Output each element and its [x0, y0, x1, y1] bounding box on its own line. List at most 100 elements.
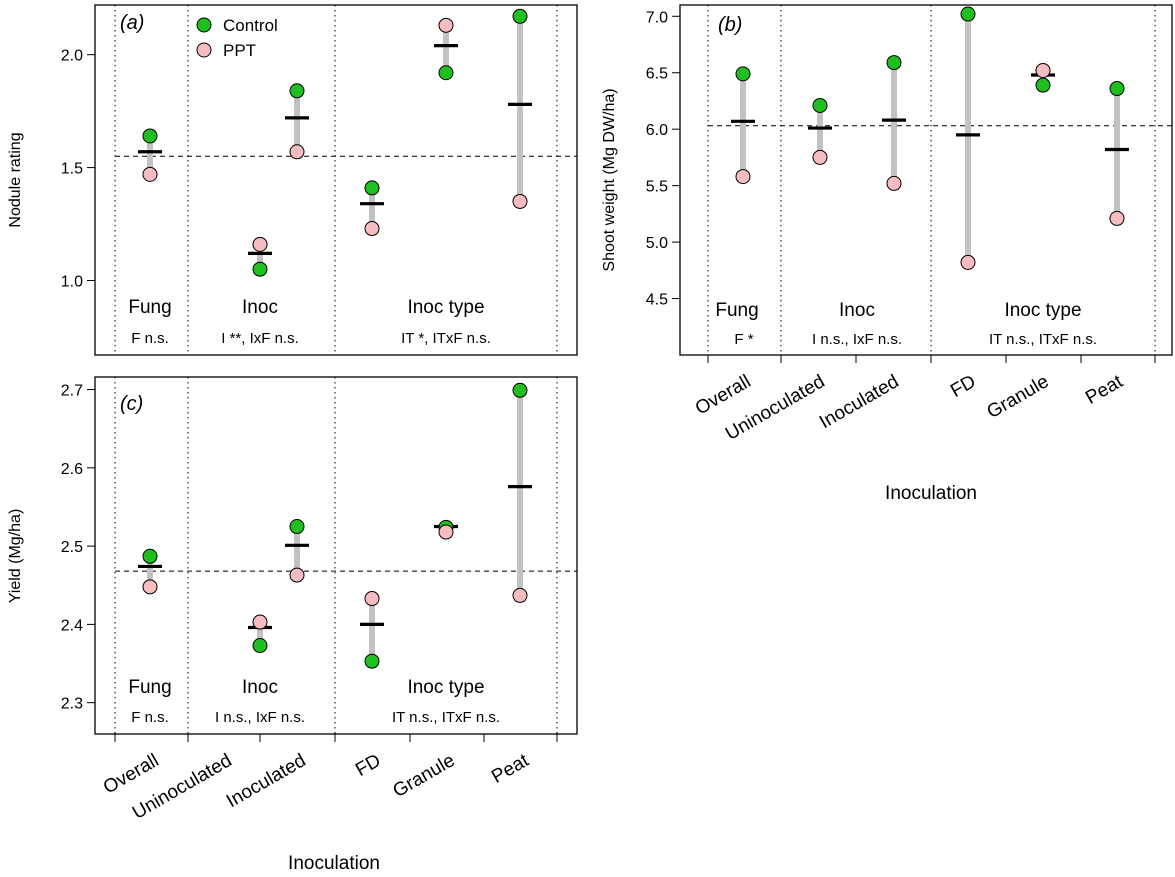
panel-b-group-inoc: Inoc	[839, 300, 875, 321]
panel-b-ylabel: Shoot weight (Mg DW/ha)	[601, 88, 618, 271]
panel-b-group-inoctype-stats: IT n.s., ITxF n.s.	[989, 331, 1097, 348]
panel-c-xtick-label-inoculated: Inoculated	[223, 750, 309, 812]
panel-c-marks	[138, 382, 532, 669]
panel-c-ppt-point-fd	[364, 591, 380, 607]
panel-c-control-point-peat	[512, 382, 528, 398]
panel-b-ytick-label-6.0: 6.0	[646, 122, 668, 139]
panel-b-xtick-label-granule: Granule	[983, 371, 1052, 423]
panel-a-frame	[94, 4, 578, 356]
panel-c-xtick-label-peat: Peat	[488, 750, 533, 788]
panel-a-nodule-rating: 1.0 1.5 2.0 Nodule rating (a) Fung F n.s. …	[7, 4, 578, 356]
panel-c-ppt-point-uninoculated	[252, 614, 268, 630]
panel-a-ytick-label-1.0: 1.0	[61, 273, 83, 290]
panel-c-control-point-inoculated	[289, 519, 305, 535]
legend-ppt-marker	[196, 42, 212, 58]
panel-a-ppt-point-uninoculated	[252, 236, 268, 252]
panel-c-ppt-point-granule	[438, 524, 454, 540]
panel-c-ytick-label-2.7: 2.7	[61, 383, 83, 400]
legend: Control PPT	[196, 16, 278, 60]
legend-control-label: Control	[223, 16, 278, 35]
panel-a-control-point-uninoculated	[252, 261, 268, 277]
panel-b-control-point-fd	[960, 6, 976, 22]
panel-c-y-axis: 2.3 2.4 2.5 2.6 2.7	[61, 383, 95, 713]
panel-c-ppt-point-overall	[142, 579, 158, 595]
panel-b-ppt-point-peat	[1109, 210, 1125, 226]
panel-b-control-point-peat	[1109, 81, 1125, 97]
panel-a-y-axis: 1.0 1.5 2.0	[61, 48, 95, 290]
panel-a-group-labels: Fung F n.s. Inoc I **, IxF n.s. Inoc typ…	[128, 297, 491, 347]
panel-a-group-inoctype: Inoc type	[407, 297, 484, 318]
panel-c-group-inoc-stats: I n.s., IxF n.s.	[215, 709, 305, 726]
panel-c-ppt-point-peat	[512, 587, 528, 603]
panel-b-group-labels: Fung F * Inoc I n.s., IxF n.s. Inoc type…	[715, 300, 1097, 348]
panel-c-yield: 2.3 2.4 2.5 2.6 2.7 Yield (Mg/ha) (c) Fung F…	[7, 376, 578, 874]
panel-a-group-inoc: Inoc	[242, 297, 278, 318]
panel-b-group-inoc-stats: I n.s., IxF n.s.	[812, 331, 902, 348]
panel-a-separators	[114, 5, 558, 355]
panel-b-ppt-point-granule	[1035, 62, 1051, 78]
panel-a-group-inoc-stats: I **, IxF n.s.	[221, 330, 299, 347]
panel-b-label: (b)	[718, 14, 742, 36]
panel-a-control-point-peat	[512, 8, 528, 24]
panel-b-group-inoctype: Inoc type	[1004, 300, 1081, 321]
panel-c-group-inoc: Inoc	[242, 677, 278, 698]
panel-a-group-fung: Fung	[128, 297, 171, 318]
panel-b-group-fung-stats: F *	[734, 331, 753, 348]
panel-b-ppt-point-overall	[735, 169, 751, 185]
panel-c-xtick-label-fd: FD	[352, 750, 384, 781]
panel-b-ytick-label-6.5: 6.5	[646, 66, 668, 83]
panel-a-ppt-point-overall	[142, 166, 158, 182]
panel-b-control-point-granule	[1035, 77, 1051, 93]
panel-b-separators	[707, 5, 1156, 355]
panel-b-xtick-label-peat: Peat	[1082, 371, 1127, 409]
panel-c-separators	[114, 377, 558, 734]
panel-a-ppt-point-fd	[364, 221, 380, 237]
panel-c-ppt-point-inoculated	[289, 567, 305, 583]
panel-a-group-inoctype-stats: IT *, ITxF n.s.	[401, 330, 491, 347]
panel-b-ppt-point-fd	[960, 254, 976, 270]
panel-c-ytick-label-2.4: 2.4	[61, 617, 83, 634]
panel-a-marks	[138, 8, 532, 277]
panel-b-control-point-overall	[735, 66, 751, 82]
panel-b-y-axis: 4.5 5.0 5.5 6.0 6.5 7.0	[646, 9, 680, 309]
panel-b-ytick-label-7.0: 7.0	[646, 9, 668, 26]
panel-c-ytick-label-2.3: 2.3	[61, 696, 83, 713]
panel-b-shoot-weight: 4.5 5.0 5.5 6.0 6.5 7.0 Shoot weight (Mg DW/h…	[601, 4, 1173, 504]
panel-a-control-point-overall	[142, 128, 158, 144]
panel-b-ppt-point-uninoculated	[812, 149, 828, 165]
panel-b-xlabel: Inoculation	[885, 483, 977, 504]
panel-a-label: (a)	[120, 12, 144, 34]
panel-b-ppt-point-inoculated	[886, 175, 902, 191]
panel-c-frame	[94, 376, 578, 735]
panel-c-group-fung-stats: F n.s.	[131, 709, 169, 726]
panel-b-group-fung: Fung	[715, 300, 758, 321]
panel-a-control-point-inoculated	[289, 83, 305, 99]
panel-b-marks	[731, 6, 1129, 270]
panel-b-xtick-label-inoculated: Inoculated	[816, 371, 902, 433]
panel-c-control-point-fd	[364, 653, 380, 669]
panel-a-control-point-granule	[438, 65, 454, 81]
panel-b-ytick-label-5.5: 5.5	[646, 179, 668, 196]
panel-c-ylabel: Yield (Mg/ha)	[7, 509, 24, 604]
panel-c-xtick-label-granule: Granule	[389, 750, 458, 802]
panel-a-group-fung-stats: F n.s.	[131, 330, 169, 347]
panel-a-ppt-point-inoculated	[289, 144, 305, 160]
panel-c-control-point-overall	[142, 548, 158, 564]
panel-a-ylabel: Nodule rating	[7, 132, 24, 227]
panel-c-xlabel: Inoculation	[288, 853, 380, 874]
panel-a-ytick-label-2.0: 2.0	[61, 48, 83, 65]
panel-a-ppt-point-granule	[438, 17, 454, 33]
panel-b-xtick-label-fd: FD	[947, 371, 979, 402]
panel-c-group-inoctype-stats: IT n.s., ITxF n.s.	[392, 709, 500, 726]
panel-c-group-fung: Fung	[128, 677, 171, 698]
panel-c-ytick-label-2.5: 2.5	[61, 539, 83, 556]
legend-control-marker	[196, 17, 212, 33]
panel-c-group-inoctype: Inoc type	[407, 677, 484, 698]
panel-c-group-labels: Fung F n.s. Inoc I n.s., IxF n.s. Inoc t…	[128, 677, 500, 726]
panel-b-control-point-uninoculated	[812, 97, 828, 113]
panel-a-ppt-point-peat	[512, 193, 528, 209]
panel-c-ytick-label-2.6: 2.6	[61, 461, 83, 478]
